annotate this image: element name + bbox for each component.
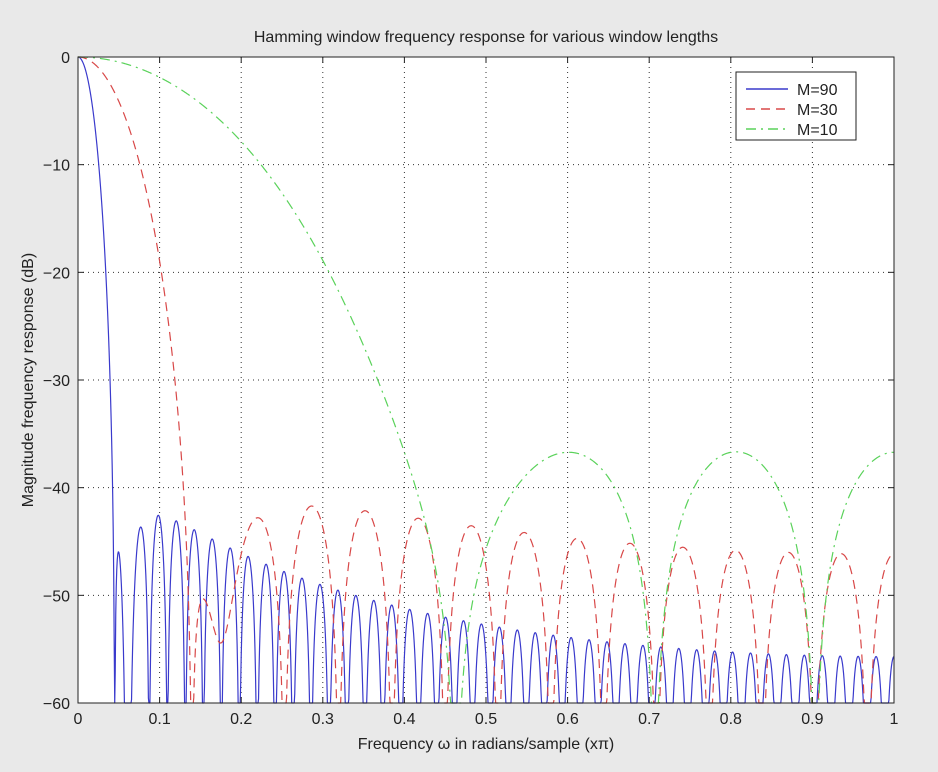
- y-tick-label: −50: [43, 588, 70, 605]
- legend-label: M=30: [797, 102, 838, 119]
- x-tick-label: 0.9: [801, 711, 823, 728]
- x-tick-label: 0.7: [638, 711, 660, 728]
- x-axis-label: Frequency ω in radians/sample (xπ): [358, 736, 615, 753]
- x-tick-label: 0.3: [312, 711, 334, 728]
- chart-title: Hamming window frequency response for va…: [254, 29, 718, 46]
- x-tick-label: 0.5: [475, 711, 497, 728]
- y-tick-label: −40: [43, 481, 70, 498]
- y-tick-label: −30: [43, 373, 70, 390]
- y-tick-label: −10: [43, 158, 70, 175]
- series-line-m-30: [77, 56, 895, 704]
- x-tick-label: 0: [74, 711, 83, 728]
- y-axis-label: Magnitude frequency response (dB): [20, 253, 37, 507]
- y-tick-label: −20: [43, 265, 70, 282]
- y-tick-label: −60: [43, 696, 70, 713]
- grid: [78, 57, 894, 703]
- x-tick-label: 1: [890, 711, 899, 728]
- x-tick-label: 0.4: [393, 711, 415, 728]
- x-tick-label: 0.6: [556, 711, 578, 728]
- x-tick-label: 0.8: [720, 711, 742, 728]
- legend-label: M=90: [797, 82, 838, 99]
- legend-label: M=10: [797, 122, 838, 139]
- y-tick-label: 0: [61, 50, 70, 67]
- ticks: 0 0.1 0.2 0.3 0.4 0.5 0.6 0.7 0.8 0.9 1 0 −10 −20 −30 −…: [43, 50, 899, 728]
- x-tick-label: 0.1: [148, 711, 170, 728]
- legend: M=90 M=30 M=10: [735, 71, 857, 141]
- x-tick-label: 0.2: [230, 711, 252, 728]
- legend-box: [735, 71, 857, 141]
